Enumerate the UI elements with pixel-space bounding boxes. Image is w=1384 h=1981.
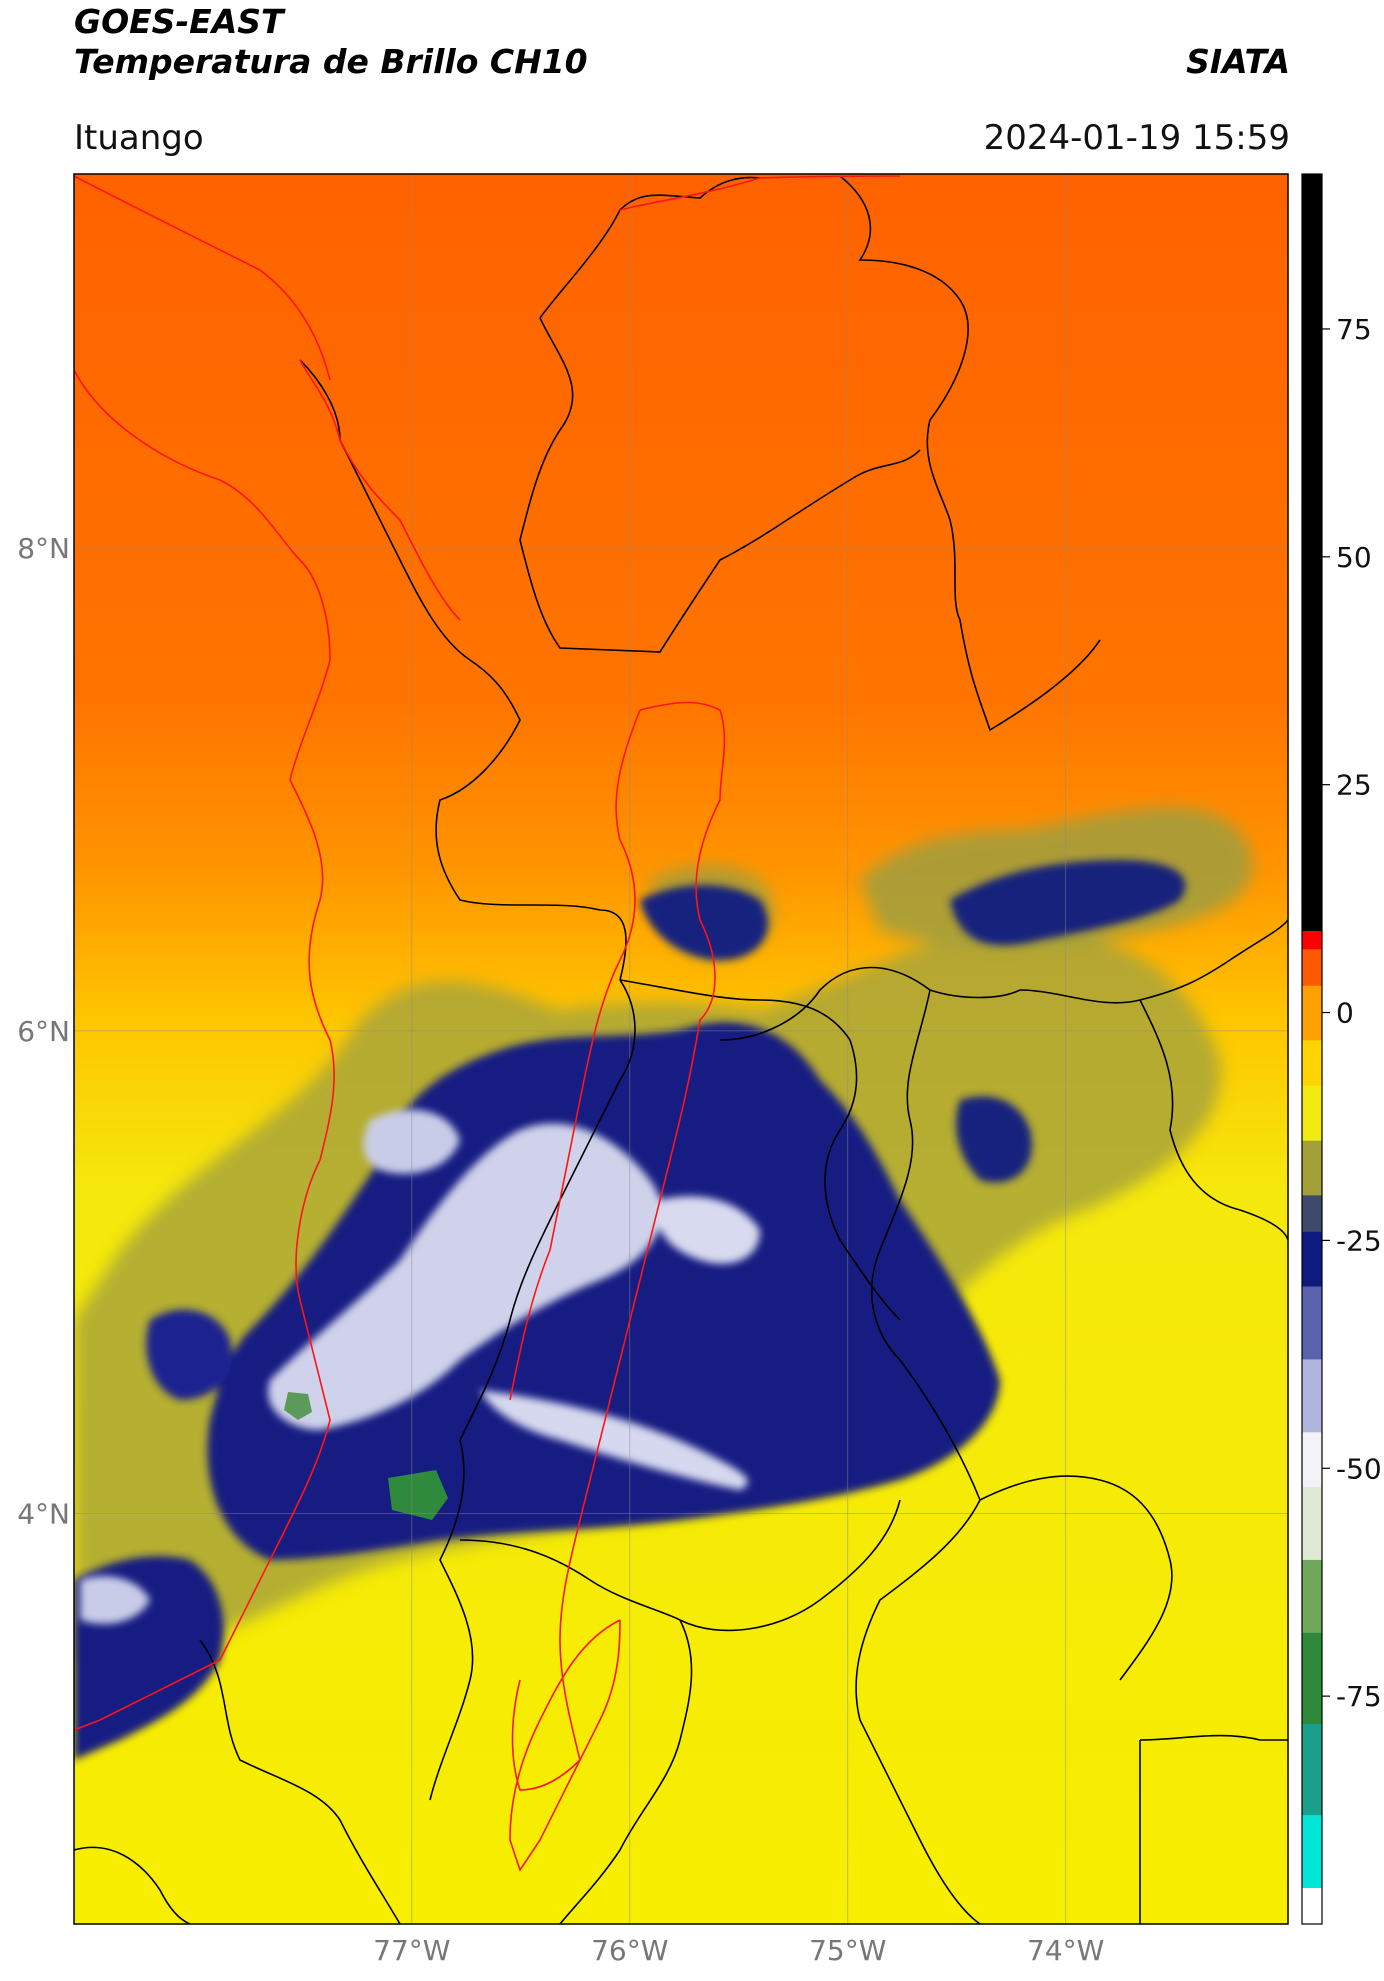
lat-tick-label: 8°N xyxy=(17,532,70,565)
colorbar-segment xyxy=(1302,1358,1322,1433)
colorbar-segment xyxy=(1302,1486,1322,1560)
coldest-tops xyxy=(268,1123,662,1430)
location-label: Ituango xyxy=(74,118,204,158)
product-title: Temperatura de Brillo CH10 xyxy=(74,42,588,81)
colorbar-segment xyxy=(1302,1723,1322,1816)
department-borders xyxy=(74,175,1288,1924)
colorbar-segment xyxy=(1302,1559,1322,1633)
colorbar-segment xyxy=(1302,1039,1322,1086)
colorbar-tick-label: -50 xyxy=(1336,1452,1382,1485)
colorbar-segment xyxy=(1302,930,1322,950)
lon-tick-label: 77°W xyxy=(373,1934,450,1967)
colorbar-segment xyxy=(1302,948,1322,986)
colorbar-tick-label: -75 xyxy=(1336,1680,1382,1713)
colorbar-segment xyxy=(1302,1632,1322,1724)
colorbar-segment xyxy=(1302,1231,1322,1287)
colorbar-segment xyxy=(1302,174,1322,932)
lat-tick-label: 6°N xyxy=(17,1015,70,1048)
timestamp-label: 2024-01-19 15:59 xyxy=(983,118,1290,158)
map-area xyxy=(74,174,1288,1924)
gridlines xyxy=(74,174,1288,1924)
latitude-labels: 8°N 6°N 4°N xyxy=(17,532,70,1531)
colorbar-segment xyxy=(1302,1285,1322,1360)
colorbar-segment xyxy=(1302,1194,1322,1232)
colorbar-segment xyxy=(1302,1814,1322,1889)
longitude-labels: 77°W 76°W 75°W 74°W xyxy=(373,1934,1104,1967)
lon-tick-label: 74°W xyxy=(1027,1934,1104,1967)
colorbar-segment xyxy=(1302,1085,1322,1141)
colorbar-segment xyxy=(1302,1140,1322,1196)
colorbar-tick-label: 75 xyxy=(1336,313,1372,346)
colorbar-segment xyxy=(1302,1887,1322,1925)
colorbar-tick-label: -25 xyxy=(1336,1224,1382,1257)
organization-label: SIATA xyxy=(1186,42,1290,81)
lat-tick-label: 4°N xyxy=(17,1498,70,1531)
coastline-and-basin xyxy=(74,175,901,1872)
colorbar-segment xyxy=(1302,1431,1322,1487)
colorbar-frame xyxy=(1301,173,1323,1925)
satellite-title: GOES-EAST xyxy=(74,2,284,41)
colorbar-tick-label: 50 xyxy=(1336,541,1372,574)
colorbar-segment xyxy=(1302,985,1322,1041)
map-frame xyxy=(73,173,1289,1925)
lon-tick-label: 75°W xyxy=(809,1934,886,1967)
colorbar: 75 50 25 0 -25 -50 -75 xyxy=(1301,173,1382,1925)
lon-tick-label: 76°W xyxy=(591,1934,668,1967)
colorbar-tick-label: 0 xyxy=(1336,997,1354,1030)
colorbar-tick-label: 25 xyxy=(1336,769,1372,802)
coldest-spot xyxy=(388,1470,448,1520)
